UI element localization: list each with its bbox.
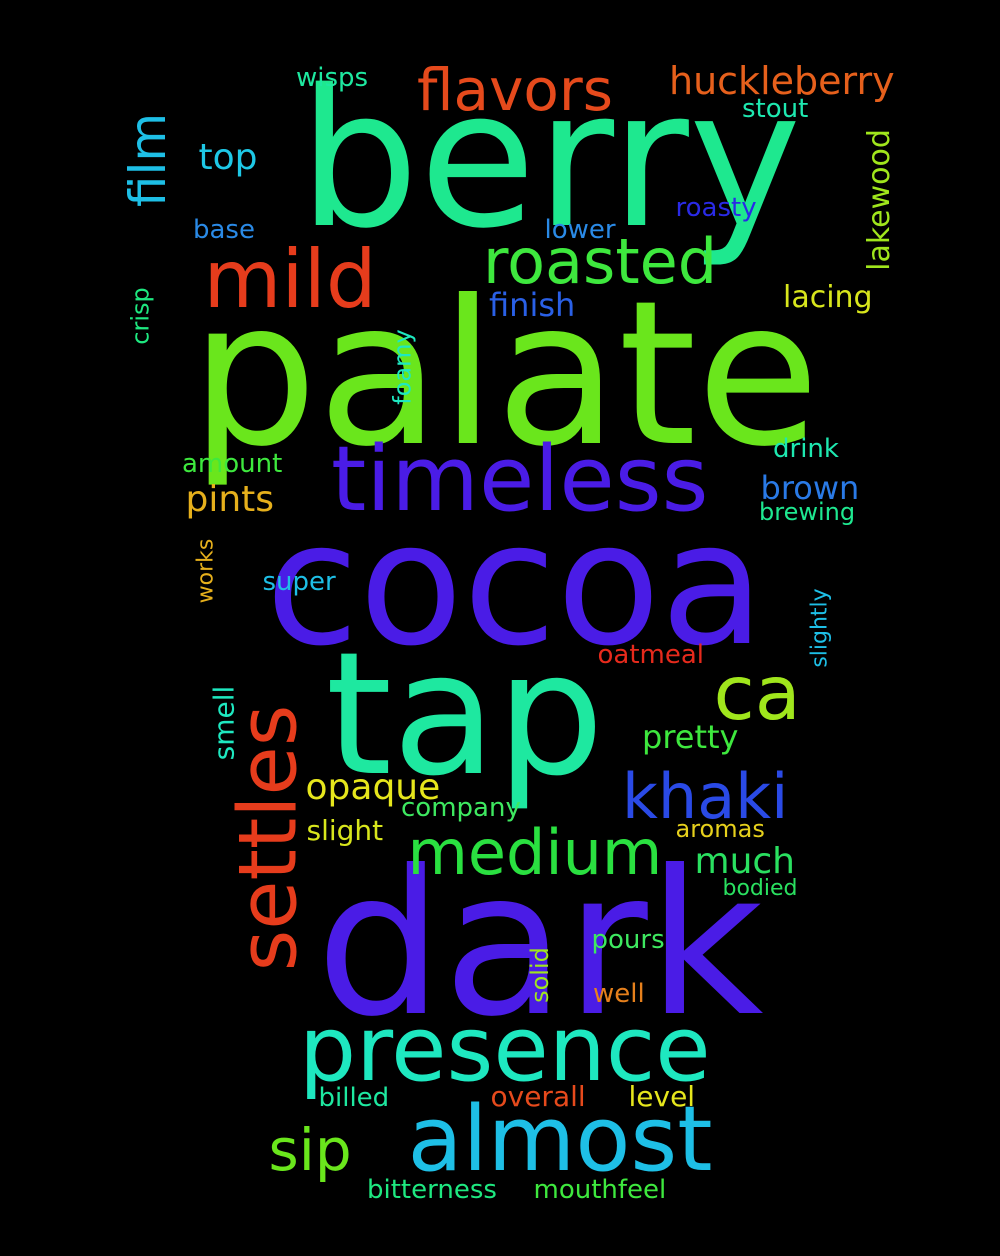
word-cocoa: cocoa	[265, 486, 765, 684]
word-much: much	[694, 841, 796, 882]
word-mild: mild	[203, 233, 377, 326]
word-almost: almost	[407, 1087, 713, 1192]
word-ca: ca	[713, 648, 801, 737]
word-wisps: wisps	[296, 63, 369, 93]
word-roasty: roasty	[675, 193, 757, 223]
word-billed: billed	[318, 1083, 390, 1113]
word-amount: amount	[182, 449, 283, 479]
word-company: company	[401, 793, 521, 823]
word-slightly: slightly	[807, 588, 833, 668]
word-well: well	[593, 979, 645, 1009]
word-huckleberry: huckleberry	[669, 59, 895, 103]
word-lakewood: lakewood	[861, 129, 897, 271]
word-film: film	[119, 112, 178, 208]
word-lower: lower	[544, 215, 616, 245]
word-stout: stout	[742, 94, 809, 124]
word-solid: solid	[525, 947, 554, 1003]
word-crisp: crisp	[126, 287, 155, 345]
word-top: top	[198, 137, 258, 178]
word-tap: tap	[325, 616, 605, 814]
word-works: works	[192, 538, 218, 604]
word-khaki: khaki	[622, 760, 789, 833]
word-aromas: aromas	[675, 815, 765, 843]
word-finish: finish	[489, 286, 576, 324]
word-mouthfeel: mouthfeel	[533, 1175, 667, 1205]
word-lacing: lacing	[783, 280, 873, 315]
word-smell: smell	[206, 685, 240, 761]
word-overall: overall	[490, 1080, 586, 1113]
word-base: base	[193, 215, 255, 245]
word-oatmeal: oatmeal	[597, 640, 705, 670]
word-medium: medium	[407, 816, 663, 889]
word-roasted: roasted	[483, 225, 718, 298]
word-super: super	[262, 567, 336, 597]
word-slight: slight	[306, 814, 384, 847]
word-pours: pours	[591, 925, 665, 955]
word-pretty: pretty	[642, 718, 739, 756]
word-brewing: brewing	[759, 498, 856, 526]
word-palate: palate	[190, 258, 820, 491]
word-flavors: flavors	[417, 56, 613, 124]
word-brown: brown	[760, 469, 860, 507]
word-foamy: foamy	[388, 329, 417, 405]
word-berry: berry	[298, 49, 802, 270]
word-dark: dark	[316, 828, 764, 1061]
word-sip: sip	[268, 1116, 352, 1184]
word-drink: drink	[773, 434, 839, 464]
word-presence: presence	[299, 997, 711, 1102]
word-level: level	[628, 1080, 696, 1113]
word-bodied: bodied	[722, 876, 798, 901]
word-opaque: opaque	[305, 767, 441, 808]
word-bitterness: bitterness	[367, 1175, 497, 1205]
word-pints: pints	[185, 479, 275, 520]
word-timeless: timeless	[331, 427, 709, 532]
